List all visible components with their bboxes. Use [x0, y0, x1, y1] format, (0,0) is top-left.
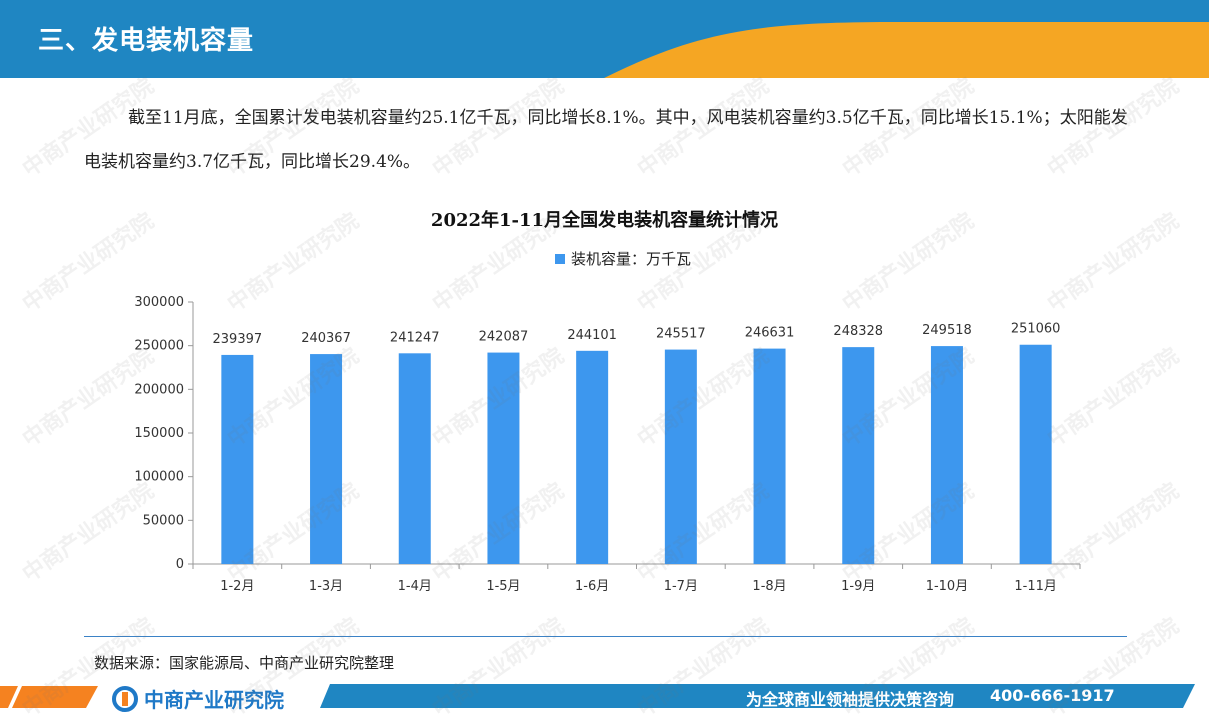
footer-phone: 400-666-1917 [990, 686, 1115, 705]
data-label: 240367 [301, 331, 351, 346]
y-tick-label: 0 [176, 557, 184, 572]
x-tick-label: 1-3月 [309, 579, 343, 594]
bar-chart: 0 50000 100000 150000 200000 250000 300000 2393… [134, 295, 1081, 594]
bar [753, 348, 786, 564]
x-tick-label: 1-11月 [1014, 579, 1057, 594]
bar [398, 353, 431, 564]
bar [310, 354, 343, 564]
x-tick-label: 1-2月 [220, 579, 254, 594]
bar [930, 346, 963, 564]
data-label: 241247 [390, 330, 440, 345]
footer-banner [0, 680, 1209, 718]
brand-logo-icon [112, 685, 138, 712]
data-label: 239397 [213, 332, 263, 347]
data-source: 数据来源：国家能源局、中商产业研究院整理 [94, 654, 395, 672]
x-tick-label: 1-10月 [926, 579, 969, 594]
y-tick-label: 200000 [134, 382, 184, 397]
page-title: 三、发电装机容量 [38, 26, 255, 56]
intro-paragraph: 截至11月底，全国累计发电装机容量约25.1亿千瓦，同比增长8.1%。其中，风电… [84, 108, 1128, 172]
y-tick-label: 100000 [134, 470, 184, 485]
bar [664, 349, 697, 564]
data-label: 249518 [922, 323, 972, 338]
brand-name: 中商产业研究院 [144, 688, 284, 712]
x-tick-label: 1-8月 [752, 579, 786, 594]
x-tick-label: 1-5月 [486, 579, 520, 594]
chart-legend: 装机容量：万千瓦 [555, 248, 691, 269]
legend-label: 装机容量：万千瓦 [571, 250, 692, 268]
data-label: 248328 [833, 324, 883, 339]
header-banner: 三、发电装机容量 [0, 0, 1209, 80]
data-label: 245517 [656, 327, 706, 342]
bar [842, 347, 875, 564]
data-label: 246631 [745, 326, 795, 341]
chart-title: 2022年1-11月全国发电装机容量统计情况 [430, 210, 779, 231]
y-tick-label: 50000 [143, 513, 184, 528]
y-tick-label: 300000 [134, 295, 184, 310]
footer-background [0, 684, 1195, 708]
data-label: 251060 [1011, 322, 1061, 337]
header-background [0, 0, 1209, 80]
data-label: 244101 [567, 328, 617, 343]
bar [1019, 344, 1052, 564]
footer-brand: 中商产业研究院 [112, 684, 284, 713]
x-tick-label: 1-7月 [664, 579, 698, 594]
footer-slogan: 为全球商业领袖提供决策咨询 [746, 690, 955, 709]
y-tick-label: 250000 [134, 339, 184, 354]
legend-swatch [555, 253, 565, 264]
x-tick-label: 1-4月 [398, 579, 432, 594]
y-tick-label: 150000 [134, 426, 184, 441]
bar [487, 352, 520, 564]
source-divider [84, 636, 1127, 637]
bar [576, 350, 609, 564]
bar [221, 354, 254, 564]
x-tick-label: 1-9月 [841, 579, 875, 594]
data-label: 242087 [479, 330, 529, 345]
x-tick-label: 1-6月 [575, 579, 609, 594]
